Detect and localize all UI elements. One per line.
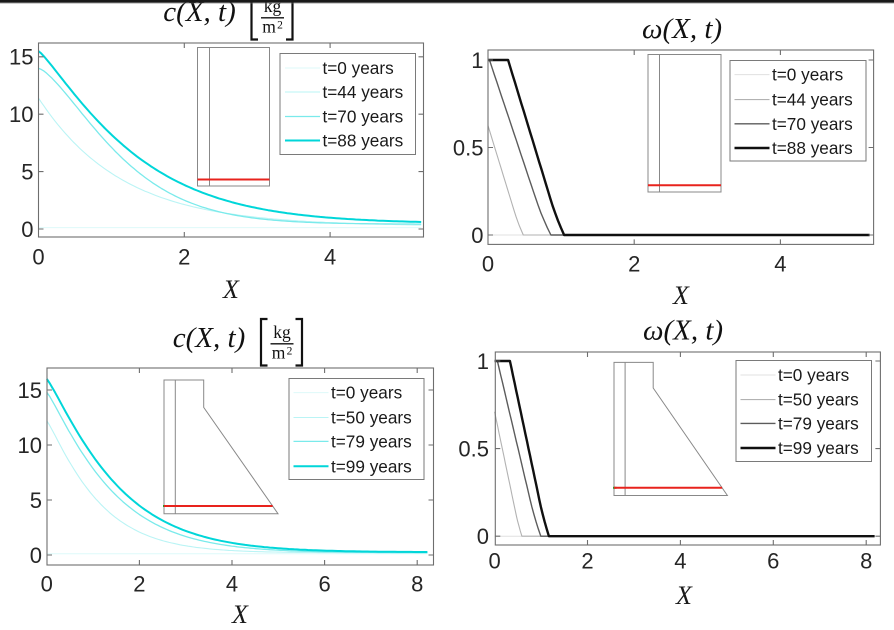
svg-text:2: 2 xyxy=(287,346,293,358)
svg-text:0.5: 0.5 xyxy=(453,135,484,160)
svg-text:6: 6 xyxy=(767,548,779,573)
svg-text:0: 0 xyxy=(488,548,500,573)
svg-text:kg: kg xyxy=(273,322,291,342)
svg-text:15: 15 xyxy=(9,45,33,70)
svg-text:t=50 years: t=50 years xyxy=(331,408,412,428)
svg-text:0: 0 xyxy=(21,217,33,242)
svg-text:4: 4 xyxy=(324,244,336,269)
svg-text:0: 0 xyxy=(41,571,53,596)
svg-text:8: 8 xyxy=(860,548,872,573)
svg-text:t=0 years: t=0 years xyxy=(331,383,402,403)
svg-text:15: 15 xyxy=(18,378,42,403)
svg-text:4: 4 xyxy=(774,251,786,276)
svg-text:c(X, t): c(X, t) xyxy=(173,322,245,354)
svg-text:0: 0 xyxy=(477,524,489,549)
svg-text:t=99 years: t=99 years xyxy=(778,438,859,458)
svg-text:2: 2 xyxy=(581,548,593,573)
svg-text:t=99 years: t=99 years xyxy=(331,456,412,476)
svg-text:t=88 years: t=88 years xyxy=(323,131,404,151)
svg-text:t=70 years: t=70 years xyxy=(772,114,853,134)
svg-text:10: 10 xyxy=(9,102,33,127)
svg-text:2: 2 xyxy=(133,571,145,596)
svg-text:8: 8 xyxy=(411,571,423,596)
svg-text:10: 10 xyxy=(18,433,42,458)
svg-text:t=79 years: t=79 years xyxy=(331,432,412,452)
svg-text:0: 0 xyxy=(32,244,44,269)
svg-text:5: 5 xyxy=(21,160,33,185)
svg-text:t=50 years: t=50 years xyxy=(778,390,859,410)
svg-text:X: X xyxy=(222,275,240,304)
svg-text:2: 2 xyxy=(178,244,190,269)
svg-text:t=0 years: t=0 years xyxy=(323,58,394,78)
svg-text:t=70 years: t=70 years xyxy=(323,107,404,127)
svg-text:5: 5 xyxy=(30,488,42,513)
svg-text:t=44 years: t=44 years xyxy=(772,90,853,110)
svg-text:kg: kg xyxy=(264,0,282,16)
svg-text:X: X xyxy=(231,600,249,625)
svg-text:1: 1 xyxy=(471,48,483,73)
svg-text:t=79 years: t=79 years xyxy=(778,414,859,434)
svg-text:ω(X, t): ω(X, t) xyxy=(642,13,722,45)
svg-text:t=0 years: t=0 years xyxy=(778,365,849,385)
svg-text:0: 0 xyxy=(471,223,483,248)
svg-text:t=88 years: t=88 years xyxy=(772,138,853,158)
svg-text:X: X xyxy=(675,581,693,610)
svg-text:0.5: 0.5 xyxy=(458,437,489,462)
svg-text:m: m xyxy=(262,17,276,37)
svg-text:1: 1 xyxy=(477,349,489,374)
svg-text:t=0 years: t=0 years xyxy=(772,65,843,85)
svg-text:6: 6 xyxy=(318,571,330,596)
svg-text:2: 2 xyxy=(628,251,640,276)
svg-text:X: X xyxy=(672,281,690,310)
svg-text:ω(X, t): ω(X, t) xyxy=(643,315,723,347)
svg-text:t=44 years: t=44 years xyxy=(323,82,404,102)
svg-text:4: 4 xyxy=(226,571,238,596)
svg-text:m: m xyxy=(272,343,286,363)
svg-text:2: 2 xyxy=(277,20,283,32)
svg-text:0: 0 xyxy=(30,543,42,568)
svg-text:4: 4 xyxy=(674,548,686,573)
svg-text:0: 0 xyxy=(482,251,494,276)
svg-text:c(X, t): c(X, t) xyxy=(163,0,235,28)
